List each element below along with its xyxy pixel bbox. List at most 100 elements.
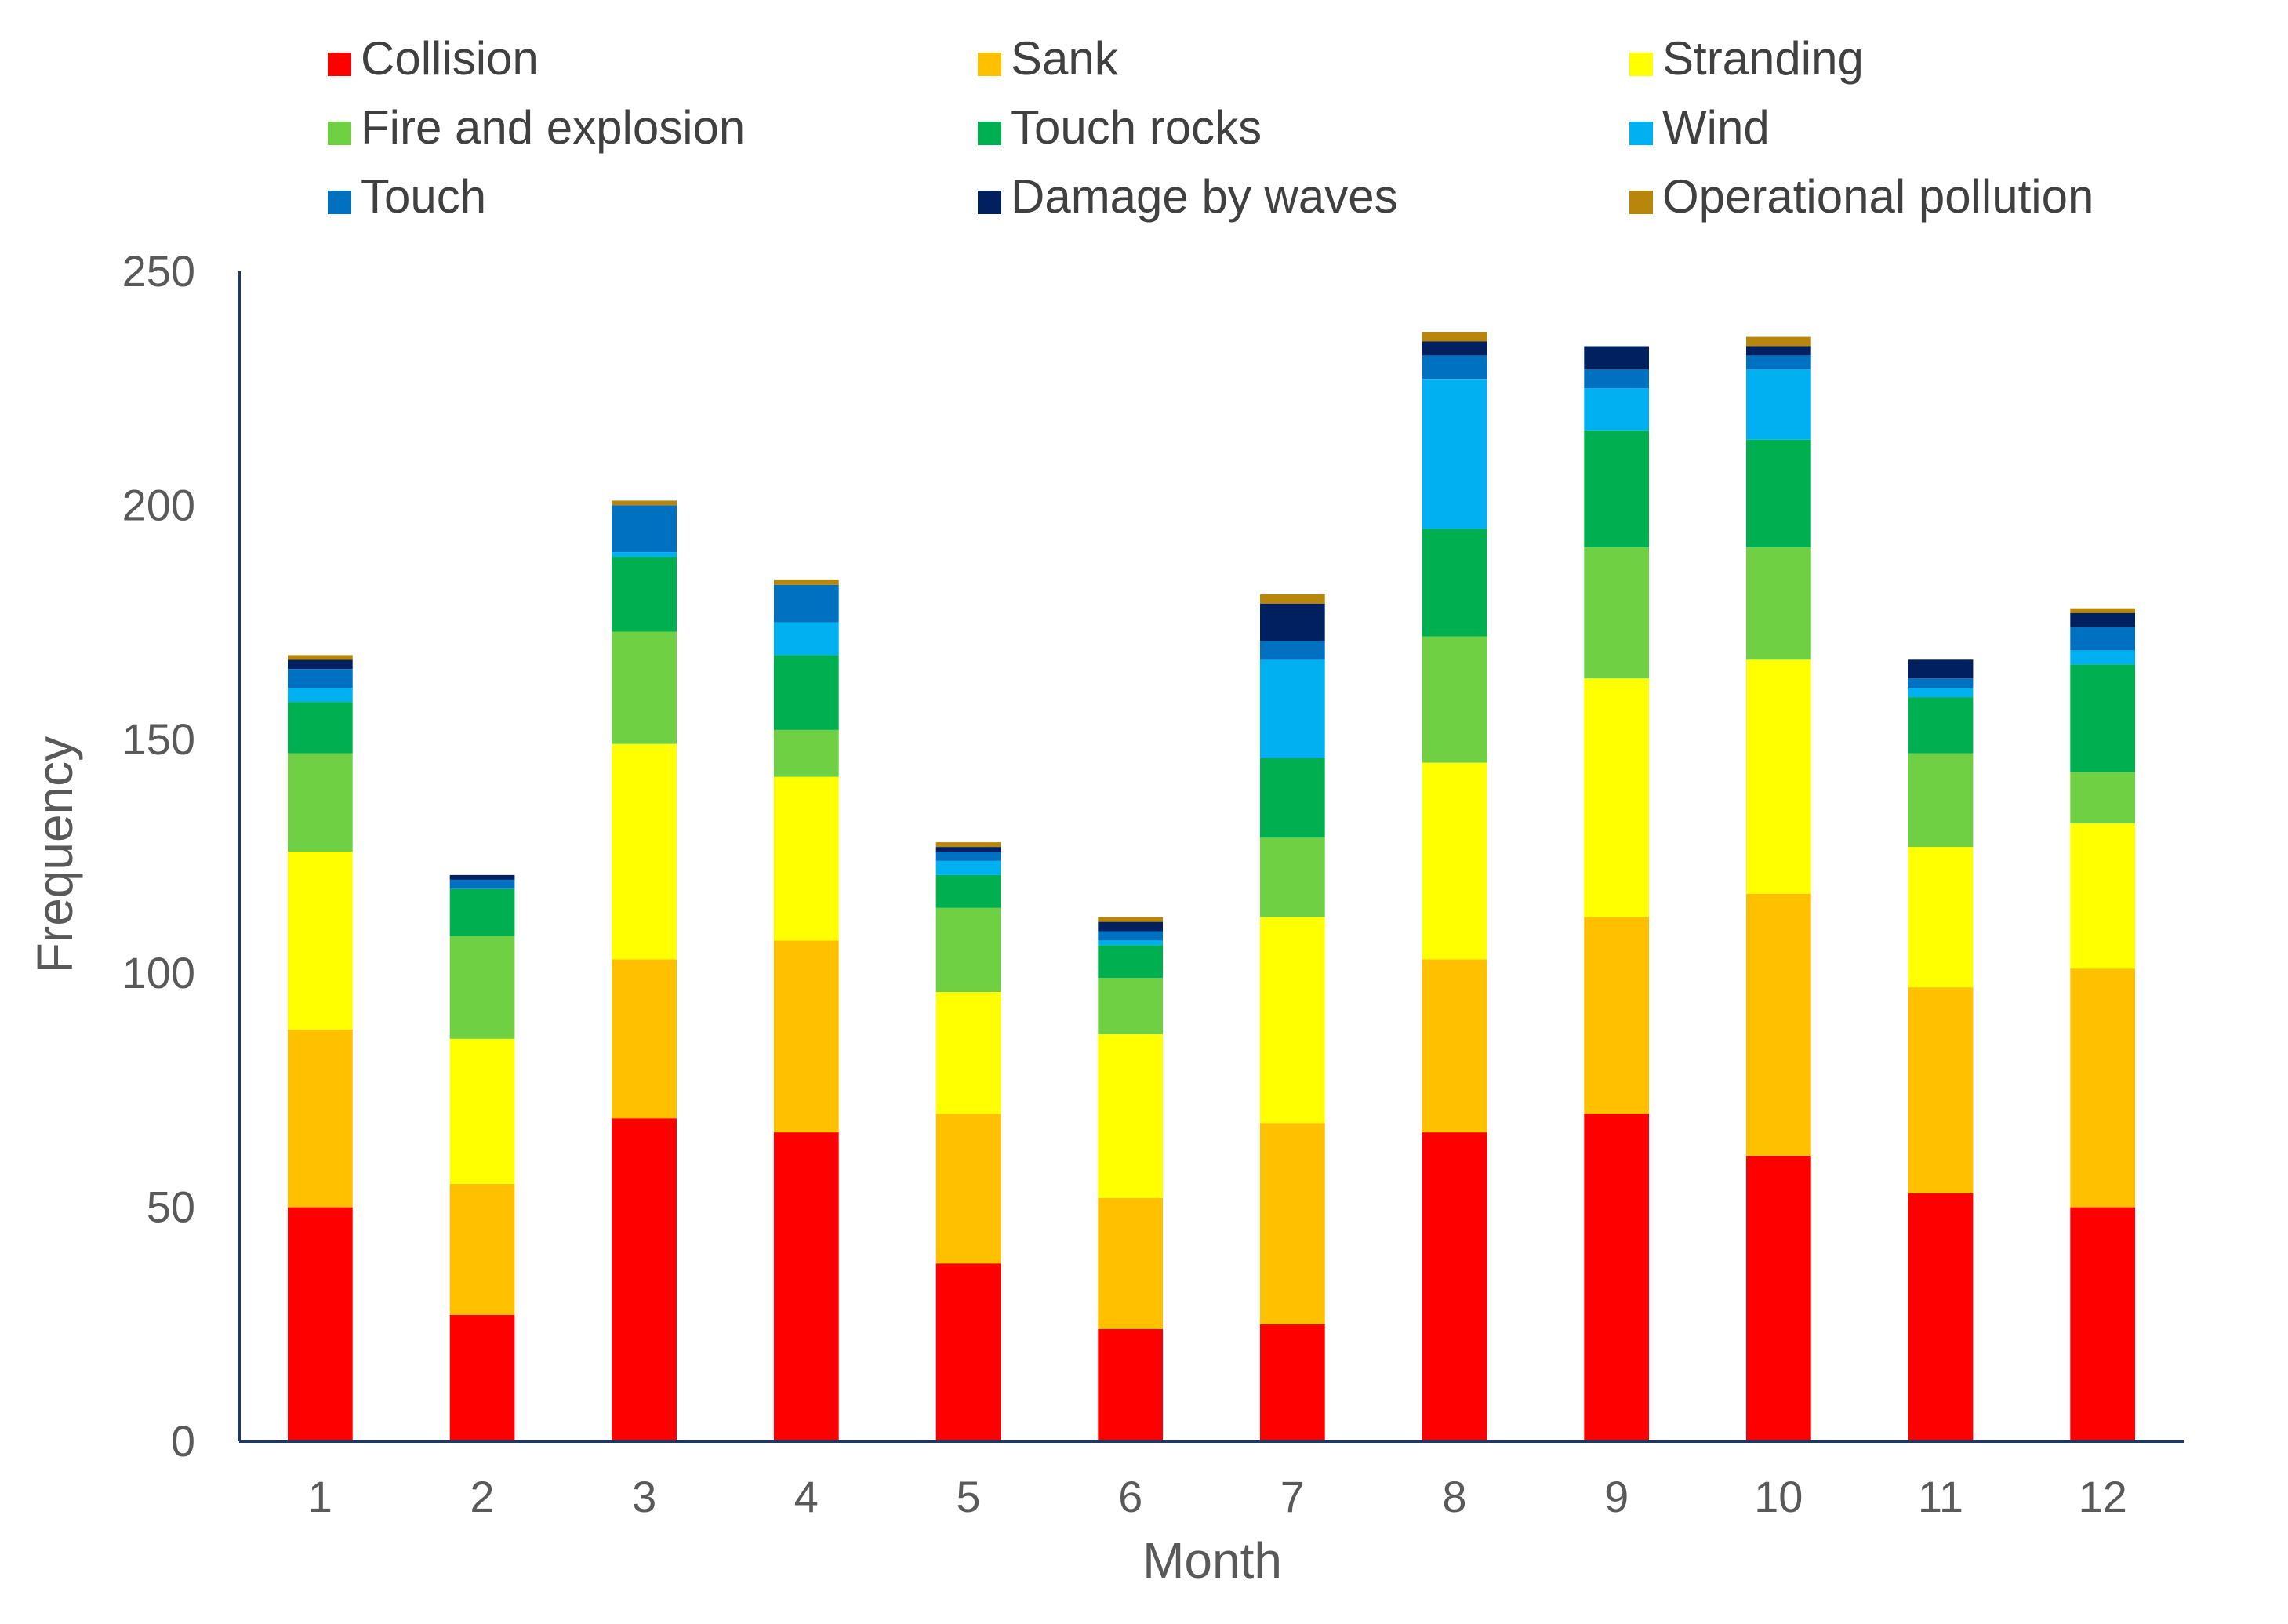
bar-damage-by-waves-month-8 xyxy=(1422,341,1487,356)
bar-sank-month-8 xyxy=(1422,959,1487,1133)
bar-stranding-month-6 xyxy=(1098,1034,1163,1198)
bar-operational-pollution-month-10 xyxy=(1746,336,1811,347)
bar-touch-rocks-month-3 xyxy=(612,557,677,632)
legend-swatch xyxy=(328,122,351,145)
bar-damage-by-waves-month-1 xyxy=(288,659,353,670)
legend-item-touch: Touch xyxy=(328,170,486,223)
y-tick-label: 200 xyxy=(122,480,195,529)
bar-damage-by-waves-month-5 xyxy=(935,847,1001,852)
bar-operational-pollution-month-4 xyxy=(774,579,839,585)
legend-label: Collision xyxy=(361,32,539,85)
bar-fire-and-explosion-month-6 xyxy=(1098,978,1163,1034)
bar-stranding-month-3 xyxy=(612,743,677,960)
bar-wind-month-12 xyxy=(2070,650,2135,665)
bar-damage-by-waves-month-11 xyxy=(1908,659,1974,679)
legend-item-operational-pollution: Operational pollution xyxy=(1629,170,2094,223)
legend-label: Stranding xyxy=(1662,32,1864,85)
x-axis-title: Month xyxy=(1142,1532,1282,1589)
bar-operational-pollution-month-1 xyxy=(288,655,353,660)
bar-stranding-month-5 xyxy=(935,992,1001,1114)
bar-touch-month-4 xyxy=(774,584,839,623)
legend-label: Wind xyxy=(1662,101,1770,154)
legend-item-wind: Wind xyxy=(1629,101,1770,154)
bar-wind-month-3 xyxy=(612,552,677,558)
bar-damage-by-waves-month-6 xyxy=(1098,921,1163,932)
bar-touch-month-8 xyxy=(1422,355,1487,380)
y-tick-label: 100 xyxy=(122,948,195,997)
y-axis-title: Frequency xyxy=(27,736,83,973)
bar-collision-month-2 xyxy=(449,1314,515,1441)
legend-swatch xyxy=(328,53,351,76)
bar-stranding-month-12 xyxy=(2070,823,2135,969)
bar-sank-month-2 xyxy=(449,1183,515,1315)
bar-wind-month-5 xyxy=(935,861,1001,875)
bar-collision-month-6 xyxy=(1098,1328,1163,1441)
bar-wind-month-11 xyxy=(1908,688,1974,698)
bar-touch-month-5 xyxy=(935,852,1001,861)
legend-label: Damage by waves xyxy=(1011,170,1398,223)
x-tick-label: 11 xyxy=(1918,1472,1963,1521)
bar-collision-month-7 xyxy=(1260,1324,1325,1441)
legend-swatch xyxy=(978,53,1001,76)
bar-touch-rocks-month-10 xyxy=(1746,439,1811,548)
bar-touch-rocks-month-12 xyxy=(2070,664,2135,772)
y-tick-label: 50 xyxy=(147,1183,195,1232)
legend-swatch xyxy=(978,122,1001,145)
bar-fire-and-explosion-month-10 xyxy=(1746,547,1811,660)
bar-wind-month-4 xyxy=(774,622,839,656)
bar-touch-month-10 xyxy=(1746,355,1811,370)
bar-wind-month-10 xyxy=(1746,369,1811,440)
bar-collision-month-11 xyxy=(1908,1193,1974,1441)
legend: Collision Sank Stranding Fire and explosion… xyxy=(328,32,2094,223)
legend-label: Touch rocks xyxy=(1011,101,1262,154)
bar-fire-and-explosion-month-5 xyxy=(935,907,1001,992)
x-tick-label: 3 xyxy=(632,1472,656,1521)
bar-collision-month-4 xyxy=(774,1132,839,1441)
bar-stranding-month-9 xyxy=(1584,678,1649,917)
bar-collision-month-10 xyxy=(1746,1156,1811,1441)
bar-collision-month-9 xyxy=(1584,1114,1649,1441)
bar-stranding-month-10 xyxy=(1746,659,1811,894)
bar-stranding-month-2 xyxy=(449,1038,515,1184)
bar-operational-pollution-month-3 xyxy=(612,500,677,506)
legend-item-fire-and-explosion: Fire and explosion xyxy=(328,101,745,154)
bar-collision-month-5 xyxy=(935,1263,1001,1441)
bar-damage-by-waves-month-2 xyxy=(449,874,515,880)
bar-collision-month-3 xyxy=(612,1118,677,1441)
bar-sank-month-5 xyxy=(935,1114,1001,1264)
bar-operational-pollution-month-12 xyxy=(2070,608,2135,613)
bar-operational-pollution-month-5 xyxy=(935,842,1001,848)
bar-fire-and-explosion-month-1 xyxy=(288,753,353,852)
legend-swatch xyxy=(1629,191,1653,214)
bar-collision-month-1 xyxy=(288,1207,353,1441)
bar-wind-month-7 xyxy=(1260,659,1325,758)
bar-fire-and-explosion-month-9 xyxy=(1584,547,1649,679)
bar-fire-and-explosion-month-7 xyxy=(1260,837,1325,917)
bar-touch-rocks-month-2 xyxy=(449,888,515,936)
bar-touch-month-6 xyxy=(1098,931,1163,941)
legend-swatch xyxy=(328,191,351,214)
legend-item-sank: Sank xyxy=(978,32,1119,85)
bar-touch-month-2 xyxy=(449,879,515,889)
legend-swatch xyxy=(978,191,1001,214)
bar-sank-month-12 xyxy=(2070,968,2135,1208)
bar-touch-month-12 xyxy=(2070,627,2135,651)
bar-damage-by-waves-month-9 xyxy=(1584,346,1649,370)
y-tick-label: 250 xyxy=(122,246,195,296)
bar-stranding-month-4 xyxy=(774,776,839,941)
x-tick-label: 2 xyxy=(470,1472,494,1521)
x-tick-label: 1 xyxy=(308,1472,332,1521)
bar-fire-and-explosion-month-11 xyxy=(1908,753,1974,848)
bar-touch-month-3 xyxy=(612,505,677,553)
bar-sank-month-6 xyxy=(1098,1197,1163,1329)
bar-touch-month-11 xyxy=(1908,678,1974,688)
bar-collision-month-12 xyxy=(2070,1207,2135,1441)
x-tick-label: 10 xyxy=(1754,1472,1803,1521)
bar-sank-month-11 xyxy=(1908,987,1974,1193)
bar-fire-and-explosion-month-2 xyxy=(449,936,515,1039)
bar-stranding-month-8 xyxy=(1422,762,1487,960)
x-tick-label: 12 xyxy=(2079,1472,2127,1521)
legend-label: Fire and explosion xyxy=(361,101,745,154)
bar-fire-and-explosion-month-4 xyxy=(774,729,839,777)
